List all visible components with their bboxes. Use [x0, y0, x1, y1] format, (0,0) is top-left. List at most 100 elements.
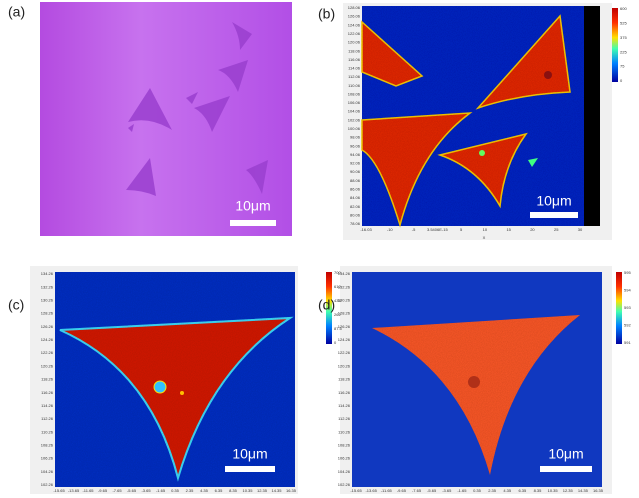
y-tick-label: 132.26	[41, 284, 54, 289]
panel-label: (a)	[8, 4, 25, 20]
defect	[479, 150, 485, 156]
scale-bar	[225, 466, 275, 472]
x-tick-label: -5.65	[127, 488, 137, 493]
y-tick-label: 120.26	[41, 363, 54, 368]
defect	[180, 391, 184, 395]
colorbar-tick-label: 225	[620, 49, 627, 54]
x-tick-label: 3.5406E-15	[427, 227, 448, 232]
y-tick-label: 128.26	[338, 311, 351, 316]
x-tick-label: 16.35	[593, 488, 604, 493]
x-tick-label: -7.65	[112, 488, 122, 493]
x-tick-label: -13.65	[365, 488, 377, 493]
y-tick-label: 108.06	[348, 91, 361, 96]
x-tick-label: 6.35	[518, 488, 527, 493]
y-tick-label: 122.26	[338, 350, 351, 355]
x-tick-label: 2.35	[488, 488, 497, 493]
defect	[468, 376, 480, 388]
defect	[154, 381, 166, 393]
x-tick-label: -9.65	[98, 488, 108, 493]
scale-bar-label: 10μm	[548, 446, 583, 462]
y-tick-label: 128.06	[348, 5, 361, 10]
x-tick-label: 20	[530, 227, 535, 232]
y-tick-label: 126.26	[338, 324, 351, 329]
x-tick-label: 8.35	[229, 488, 238, 493]
scale-bar	[230, 220, 276, 226]
x-tick-label: -11.65	[381, 488, 393, 493]
y-tick-label: 120.06	[348, 40, 361, 45]
y-tick-label: 116.26	[338, 390, 351, 395]
x-tick-label: 14.35	[271, 488, 282, 493]
y-tick-label: 116.26	[41, 390, 54, 395]
figure: 10μm (a) 10μm (b) X 10μm (c)	[0, 0, 639, 498]
scale-bar-label: 10μm	[536, 193, 571, 209]
panel-c: 10μm (c)	[8, 266, 332, 494]
y-tick-label: 118.06	[348, 48, 361, 53]
colorbar-tick-label: 600	[620, 6, 627, 11]
scale-bar	[540, 466, 592, 472]
y-tick-label: 114.26	[41, 403, 54, 408]
y-tick-label: 120.26	[338, 363, 351, 368]
x-tick-label: -5.65	[427, 488, 437, 493]
x-tick-label: 15	[506, 227, 511, 232]
y-tick-label: 112.06	[348, 74, 361, 79]
x-tick-label: -15.65	[53, 488, 65, 493]
x-tick-label: 25	[554, 227, 559, 232]
y-tick-label: 126.06	[348, 14, 361, 19]
x-tick-label: 12.35	[257, 488, 268, 493]
y-tick-label: 98.06	[350, 135, 361, 140]
y-tick-label: 102.26	[338, 482, 351, 487]
y-tick-label: 84.06	[350, 195, 361, 200]
x-tick-label: -16.03	[360, 227, 372, 232]
y-tick-label: 118.26	[338, 377, 351, 382]
panel-b: 10μm (b) X	[318, 3, 618, 240]
y-tick-label: 78.06	[350, 221, 361, 226]
colorbar	[612, 8, 618, 82]
x-tick-label: -3.65	[442, 488, 452, 493]
colorbar-tick-label: 0	[334, 340, 337, 345]
y-tick-label: 124.26	[338, 337, 351, 342]
x-tick-label: -11.65	[82, 488, 94, 493]
x-tick-label: 6.35	[215, 488, 224, 493]
colorbar-tick-label: 594	[624, 288, 631, 293]
scale-bar-label: 10μm	[235, 198, 270, 214]
y-tick-label: 118.26	[41, 377, 54, 382]
colorbar-tick-label: 0	[620, 78, 623, 83]
x-tick-label: -10	[387, 227, 394, 232]
x-tick-label: 0.35	[171, 488, 180, 493]
x-tick-label: -3.65	[141, 488, 151, 493]
y-tick-label: 96.06	[350, 143, 361, 148]
y-tick-label: 124.06	[348, 22, 361, 27]
y-tick-label: 130.26	[41, 297, 54, 302]
y-tick-label: 90.06	[350, 169, 361, 174]
x-tick-label: 10.35	[242, 488, 253, 493]
x-tick-label: 8.35	[534, 488, 543, 493]
y-tick-label: 108.26	[338, 443, 351, 448]
panel-a: 10μm (a)	[8, 2, 292, 236]
colorbar-tick-label: 75	[620, 64, 625, 69]
x-tick-label: 10	[483, 227, 488, 232]
y-tick-label: 110.26	[338, 429, 351, 434]
x-tick-label: 16.35	[286, 488, 297, 493]
y-tick-label: 128.26	[41, 311, 54, 316]
x-tick-label: 0.35	[473, 488, 482, 493]
y-tick-label: 80.06	[350, 212, 361, 217]
y-tick-label: 114.06	[348, 66, 361, 71]
x-tick-label: -15.65	[350, 488, 362, 493]
y-tick-label: 108.26	[41, 443, 54, 448]
y-tick-label: 104.06	[348, 109, 361, 114]
scale-bar-label: 10μm	[232, 446, 267, 462]
y-tick-label: 82.06	[350, 204, 361, 209]
defect	[544, 71, 552, 79]
colorbar-tick-label: 593	[624, 305, 631, 310]
y-tick-label: 102.06	[348, 117, 361, 122]
x-tick-label: -7.65	[412, 488, 422, 493]
y-tick-label: 134.26	[41, 271, 54, 276]
y-tick-label: 126.26	[41, 324, 54, 329]
colorbar	[616, 272, 622, 344]
y-tick-label: 100.06	[348, 126, 361, 131]
x-tick-label: -1.65	[457, 488, 467, 493]
y-tick-label: 132.26	[338, 284, 351, 289]
y-tick-label: 94.06	[350, 152, 361, 157]
scale-bar	[530, 212, 578, 218]
x-tick-label: 10.35	[548, 488, 559, 493]
